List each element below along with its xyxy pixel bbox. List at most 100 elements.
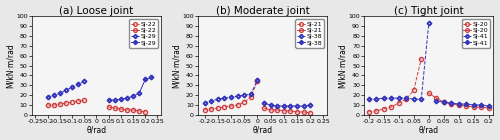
SJ-29 <box>50 94 56 96</box>
SJ-38 <box>248 93 254 95</box>
SJ-21 <box>268 109 274 111</box>
SJ-21 <box>202 109 207 111</box>
SJ-38 <box>202 102 207 104</box>
Y-axis label: M/kN·m/rad: M/kN·m/rad <box>172 43 180 88</box>
SJ-29 <box>124 97 130 99</box>
SJ-29 <box>142 79 148 80</box>
SJ-21 <box>300 111 306 113</box>
SJ-21 <box>234 104 240 106</box>
SJ-21 <box>294 111 300 113</box>
SJ-38 <box>241 94 247 96</box>
Title: (a) Loose joint: (a) Loose joint <box>60 6 134 16</box>
SJ-22 <box>112 107 117 109</box>
SJ-20 <box>410 89 416 91</box>
Line: SJ-38: SJ-38 <box>262 101 312 108</box>
Title: (b) Moderate joint: (b) Moderate joint <box>216 6 310 16</box>
SJ-41 <box>486 105 492 107</box>
SJ-41 <box>396 97 402 99</box>
Line: SJ-20: SJ-20 <box>366 57 424 114</box>
Line: SJ-22: SJ-22 <box>46 98 86 107</box>
SJ-21 <box>214 107 220 109</box>
SJ-29 <box>136 92 142 94</box>
SJ-41 <box>373 98 379 100</box>
SJ-29 <box>118 98 124 100</box>
SJ-22 <box>106 106 112 108</box>
SJ-20 <box>366 111 372 113</box>
SJ-41 <box>434 100 440 102</box>
SJ-21 <box>248 96 254 98</box>
SJ-20 <box>396 102 402 104</box>
SJ-22 <box>50 104 56 106</box>
SJ-29 <box>57 92 63 94</box>
SJ-22 <box>130 109 136 111</box>
SJ-38 <box>214 98 220 100</box>
SJ-29 <box>63 89 69 91</box>
SJ-29 <box>44 96 51 98</box>
SJ-21 <box>208 108 214 110</box>
SJ-41 <box>418 98 424 100</box>
SJ-22 <box>136 110 142 112</box>
SJ-38 <box>274 105 280 107</box>
SJ-20 <box>373 110 379 112</box>
SJ-20 <box>448 103 454 105</box>
SJ-22 <box>44 104 51 106</box>
SJ-20 <box>456 104 462 106</box>
SJ-22 <box>69 101 75 103</box>
SJ-41 <box>426 22 432 24</box>
SJ-41 <box>410 98 416 100</box>
SJ-21 <box>241 101 247 103</box>
SJ-41 <box>403 97 409 99</box>
SJ-29 <box>130 95 136 97</box>
Legend: SJ-22, SJ-22, SJ-29, SJ-29: SJ-22, SJ-22, SJ-29, SJ-29 <box>129 19 158 47</box>
Line: SJ-38: SJ-38 <box>202 78 260 105</box>
SJ-38 <box>261 102 267 104</box>
SJ-29 <box>148 77 154 78</box>
SJ-41 <box>448 102 454 104</box>
SJ-20 <box>418 58 424 60</box>
SJ-38 <box>208 100 214 102</box>
SJ-22 <box>63 102 69 104</box>
SJ-21 <box>288 110 294 112</box>
SJ-29 <box>81 80 87 82</box>
SJ-20 <box>471 106 477 108</box>
SJ-38 <box>294 105 300 107</box>
SJ-38 <box>268 104 274 106</box>
SJ-38 <box>234 95 240 97</box>
SJ-20 <box>478 106 484 108</box>
SJ-22 <box>75 100 81 102</box>
SJ-29 <box>75 83 81 85</box>
Line: SJ-29: SJ-29 <box>46 79 86 99</box>
SJ-20 <box>464 105 469 107</box>
SJ-38 <box>307 104 313 106</box>
SJ-41 <box>380 97 386 99</box>
SJ-38 <box>222 97 228 99</box>
Legend: SJ-21, SJ-21, SJ-38, SJ-38: SJ-21, SJ-21, SJ-38, SJ-38 <box>296 19 324 47</box>
SJ-20 <box>486 107 492 109</box>
Line: SJ-21: SJ-21 <box>202 79 260 112</box>
Line: SJ-20: SJ-20 <box>426 91 491 110</box>
Y-axis label: M/kN·m/rad: M/kN·m/rad <box>338 43 347 88</box>
SJ-41 <box>464 103 469 105</box>
SJ-38 <box>300 105 306 107</box>
X-axis label: θ/rad: θ/rad <box>418 125 439 134</box>
SJ-21 <box>228 105 234 107</box>
SJ-41 <box>478 104 484 106</box>
SJ-29 <box>69 87 75 88</box>
SJ-20 <box>426 92 432 94</box>
Legend: SJ-20, SJ-20, SJ-41, SJ-41: SJ-20, SJ-20, SJ-41, SJ-41 <box>462 19 490 47</box>
SJ-22 <box>118 108 124 110</box>
SJ-20 <box>434 97 440 99</box>
SJ-21 <box>280 110 286 112</box>
SJ-20 <box>403 98 409 100</box>
Title: (c) Tight joint: (c) Tight joint <box>394 6 464 16</box>
SJ-41 <box>471 104 477 106</box>
SJ-20 <box>388 106 394 108</box>
SJ-38 <box>288 105 294 107</box>
X-axis label: θ/rad: θ/rad <box>86 125 106 134</box>
Line: SJ-21: SJ-21 <box>262 106 312 115</box>
SJ-21 <box>261 107 267 109</box>
SJ-38 <box>228 96 234 98</box>
SJ-22 <box>142 111 148 113</box>
SJ-38 <box>254 80 260 81</box>
SJ-21 <box>274 109 280 111</box>
